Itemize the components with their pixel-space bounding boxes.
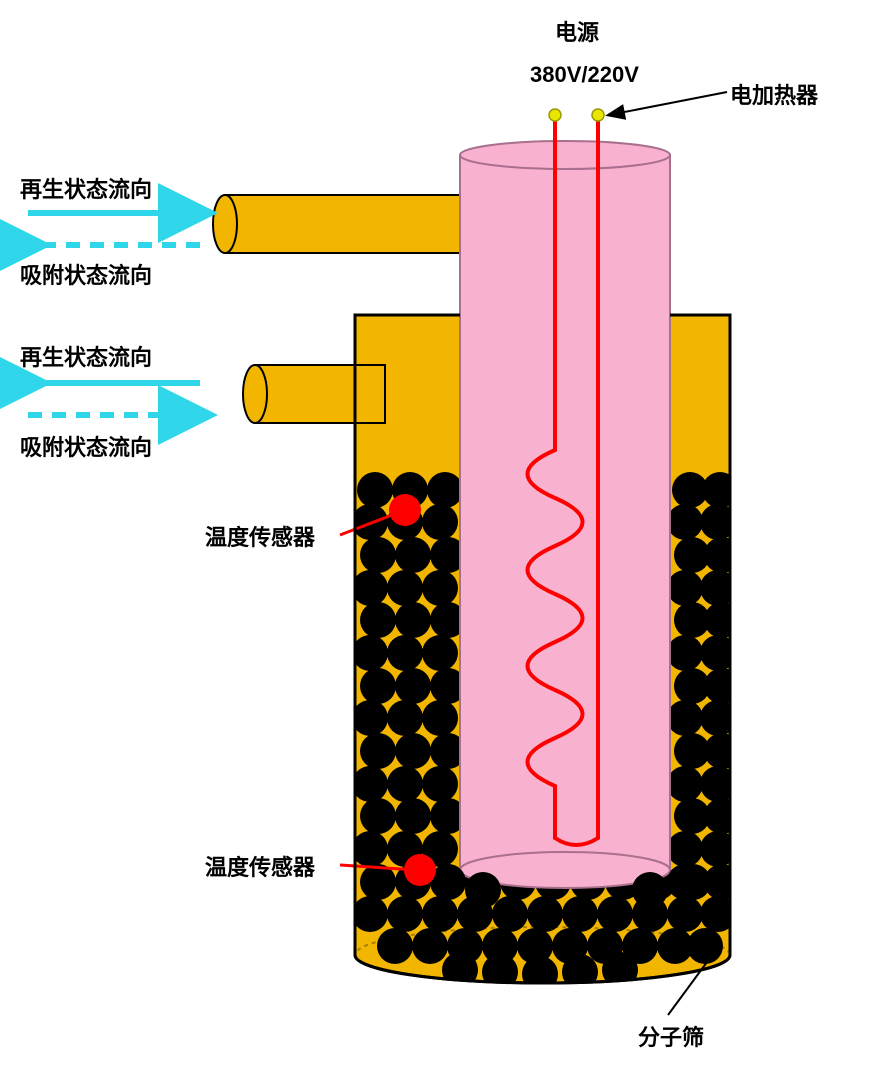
pipe-lower bbox=[243, 365, 385, 423]
label-regen-flow-1: 再生状态流向 bbox=[20, 172, 152, 204]
label-electric-heater: 电加热器 bbox=[730, 78, 818, 110]
label-adsorb-flow-1: 吸附状态流向 bbox=[20, 258, 152, 290]
label-power-voltage: 380V/220V bbox=[530, 62, 639, 88]
heater-callout bbox=[609, 92, 727, 115]
flow-arrows-upper bbox=[28, 213, 200, 245]
diagram-canvas: 电源 380V/220V 电加热器 再生状态流向 吸附状态流向 再生状态流向 吸… bbox=[0, 0, 886, 1076]
pipe-upper bbox=[213, 195, 480, 253]
label-adsorb-flow-2: 吸附状态流向 bbox=[20, 430, 152, 462]
flow-arrows-lower bbox=[28, 383, 200, 415]
label-molecular-sieve: 分子筛 bbox=[638, 1020, 704, 1052]
diagram-svg bbox=[0, 0, 886, 1076]
label-temp-sensor-2: 温度传感器 bbox=[205, 850, 315, 882]
power-terminals bbox=[549, 109, 604, 121]
label-regen-flow-2: 再生状态流向 bbox=[20, 340, 152, 372]
label-power-title: 电源 bbox=[555, 15, 599, 47]
inner-tube bbox=[460, 141, 670, 888]
label-temp-sensor-1: 温度传感器 bbox=[205, 520, 315, 552]
